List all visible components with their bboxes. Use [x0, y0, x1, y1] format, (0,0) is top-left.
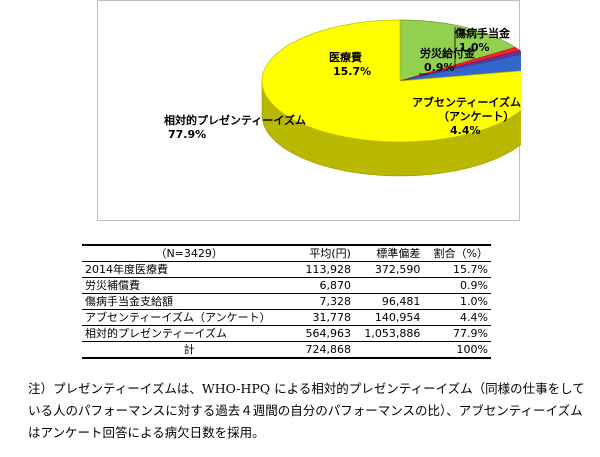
table-row: 傷病手当金支給額 7,328 96,481 1.0%: [82, 294, 491, 310]
pie-slice-3: [399, 53, 521, 82]
row-mean: 564,963: [305, 326, 351, 340]
pie-label-line: 医療費: [329, 50, 362, 64]
pie-label-2: 労災給付金 0.9%: [420, 46, 476, 74]
pie-label-line: 0.9%: [424, 61, 455, 74]
table-header-mean: 平均(円): [296, 245, 354, 262]
table-row: 2014年度医療費 113,928 372,590 15.7%: [82, 262, 491, 278]
pie-label-line: 15.7%: [333, 65, 371, 78]
table-row: 労災補償費 6,870 0.9%: [82, 278, 491, 294]
row-label: アブセンティーイズム（アンケート）: [85, 310, 271, 324]
pie-label-line: 1.0%: [459, 41, 490, 54]
pie-label-line: 傷病手当金: [454, 26, 511, 40]
row-sd: 1,053,886: [364, 326, 421, 340]
row-sd: 96,481: [381, 294, 421, 308]
row-ratio: 77.9%: [453, 326, 488, 340]
footnote: 注）プレゼンティーイズムは、WHO-HPQ による相対的プレゼンティーイズム（同…: [28, 381, 585, 440]
row-ratio: 4.4%: [460, 310, 488, 324]
pie-label-1: 傷病手当金 1.0%: [454, 26, 511, 54]
row-mean: 724,868: [305, 342, 351, 356]
pie-label-line: （アンケート）: [438, 110, 515, 123]
stats-table: （N=3429） 平均(円) 標準偏差 割合（%） 2014年度医療費 113,…: [82, 244, 491, 359]
table-row: 相対的プレゼンティーイズム 564,963 1,053,886 77.9%: [82, 326, 491, 342]
row-ratio: 15.7%: [453, 262, 488, 276]
row-label: 傷病手当金支給額: [85, 294, 173, 308]
pie-label-line: 労災給付金: [420, 46, 476, 60]
row-mean: 6,870: [319, 278, 351, 292]
row-mean: 31,778: [312, 310, 351, 324]
row-mean: 113,928: [305, 262, 351, 276]
table-row: アブセンティーイズム（アンケート） 31,778 140,954 4.4%: [82, 310, 491, 326]
row-label: 相対的プレゼンティーイズム: [85, 326, 228, 340]
pie-slice-4: [261, 19, 521, 143]
pie-chart-svg: 医療費 15.7% 傷病手当金 1.0%労災給付金 0.9% アブセンティーイズム（アンケ…: [164, 19, 521, 177]
row-ratio: 1.0%: [460, 294, 488, 308]
pie-label-line: 相対的プレゼンティーイズム: [164, 113, 306, 127]
pie-label-0: 医療費 15.7%: [329, 50, 371, 78]
pie-label-3: アブセンティーイズム（アンケート） 4.4%: [412, 95, 521, 137]
row-mean: 7,328: [319, 294, 351, 308]
pie-label-line: 77.9%: [168, 128, 206, 141]
table-header-ratio: 割合（%）: [423, 245, 491, 262]
row-ratio: 0.9%: [460, 278, 488, 292]
row-sd: [354, 342, 423, 359]
row-sd: 372,590: [374, 262, 421, 276]
pie-slice-0: [399, 19, 516, 82]
pie-label-4: 相対的プレゼンティーイズム 77.9%: [164, 113, 306, 141]
table-total-row: 計 724,868 100%: [82, 342, 491, 359]
row-label: 計: [183, 342, 195, 356]
row-ratio: 100%: [456, 342, 488, 356]
pie-label-line: アブセンティーイズム: [412, 95, 521, 109]
table-header-sd: 標準偏差: [353, 245, 424, 262]
pie-chart: 医療費 15.7% 傷病手当金 1.0% 労災給付金 0.9% アブセンティーイズム（アンケ…: [97, 0, 521, 221]
row-label: 労災補償費: [85, 278, 140, 292]
row-sd: 140,954: [374, 310, 421, 324]
table-header-sample: （N=3429）: [82, 245, 297, 262]
row-sd: [354, 278, 423, 294]
row-label: 2014年度医療費: [85, 262, 168, 276]
pie-label-line: 4.4%: [450, 124, 481, 137]
table-header-row: （N=3429） 平均(円) 標準偏差 割合（%）: [82, 245, 491, 262]
pie-slice-2: [399, 50, 521, 82]
